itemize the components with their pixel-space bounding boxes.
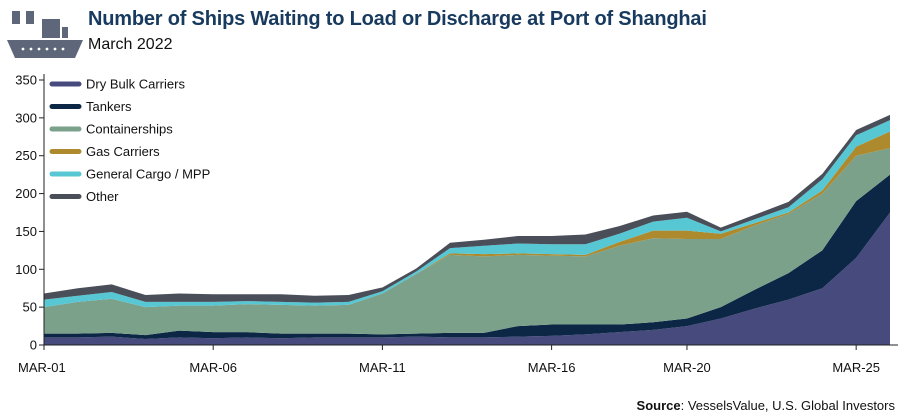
axes-layer: 0 50 100 150 200 250 300 350 MAR-01 MAR-06 MAR-11 M… (15, 73, 898, 375)
y-tick-label: 50 (23, 300, 37, 315)
area-series-2 (44, 148, 890, 336)
x-tick-label: MAR-16 (528, 360, 576, 375)
x-tick-label: MAR-20 (663, 360, 711, 375)
y-tick-label: 0 (30, 338, 37, 353)
y-tick-label: 350 (15, 73, 37, 88)
chart-header: Number of Ships Waiting to Load or Disch… (0, 0, 901, 62)
cargo-ship-icon (7, 11, 83, 58)
x-tick-label: MAR-06 (189, 360, 237, 375)
legend-label-2: Containerships (86, 122, 173, 137)
y-tick-label: 250 (15, 148, 37, 163)
chart-legend: Dry Bulk Carriers Tankers Containerships Ga… (49, 77, 210, 204)
legend-label-0: Dry Bulk Carriers (86, 77, 185, 92)
chart-title: Number of Ships Waiting to Load or Disch… (88, 8, 707, 30)
legend-label-5: Other (86, 189, 119, 204)
y-tick-label: 300 (15, 110, 37, 125)
area-series-0 (44, 212, 890, 345)
source-text: : VesselsValue, U.S. Global Investors (680, 398, 895, 413)
source-note: Source: VesselsValue, U.S. Global Invest… (637, 398, 895, 413)
legend-label-1: Tankers (86, 99, 132, 114)
y-tick-label: 150 (15, 224, 37, 239)
y-tick-label: 200 (15, 186, 37, 201)
area-series-layer (44, 114, 890, 345)
legend-label-3: Gas Carriers (86, 144, 160, 159)
stacked-area-chart: 0 50 100 150 200 250 300 350 MAR-01 MAR-06 MAR-11 M… (15, 73, 898, 375)
chart-subtitle: March 2022 (88, 36, 173, 53)
legend-label-4: General Cargo / MPP (86, 167, 210, 182)
x-tick-label: MAR-25 (832, 360, 880, 375)
source-label: Source (636, 398, 681, 413)
x-tick-label: MAR-11 (359, 360, 406, 375)
y-tick-label: 100 (15, 262, 37, 277)
x-tick-label: MAR-01 (18, 360, 66, 375)
